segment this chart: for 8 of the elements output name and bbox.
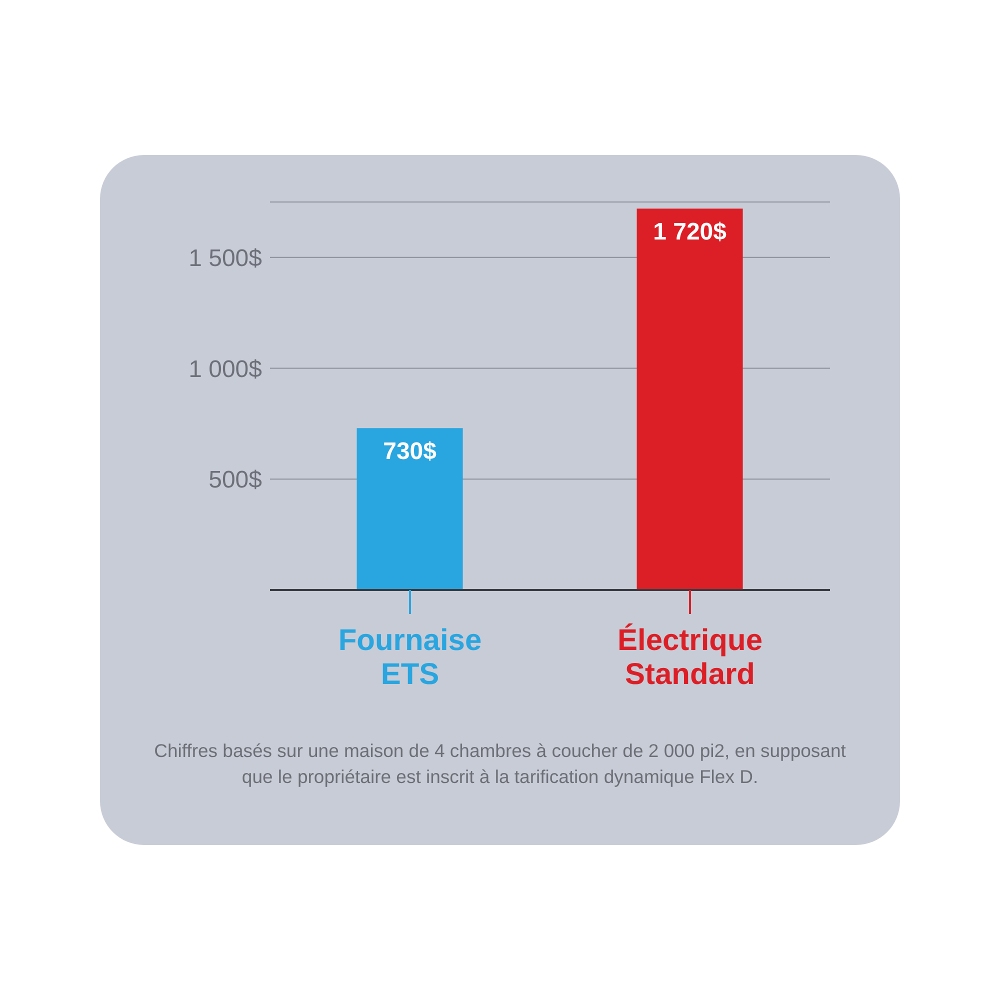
text: Chiffres basés sur une maison de 4 chambres à coucher de 2 000 pi2, en supposant que le propriétaire est inscrit à la tarification dynamique Flex D. [153,739,847,789]
x-tick-label: Fournaise ETS [338,624,482,691]
data-label: 730$ [383,438,438,466]
y-tick-label: 500$ [208,466,262,494]
x-tick-label: Électrique Standard [617,623,763,691]
y-tick-label: 1 500$ [188,244,262,272]
y-tick-label: 1 000$ [188,356,262,383]
data-label: 1 720$ [653,218,728,246]
